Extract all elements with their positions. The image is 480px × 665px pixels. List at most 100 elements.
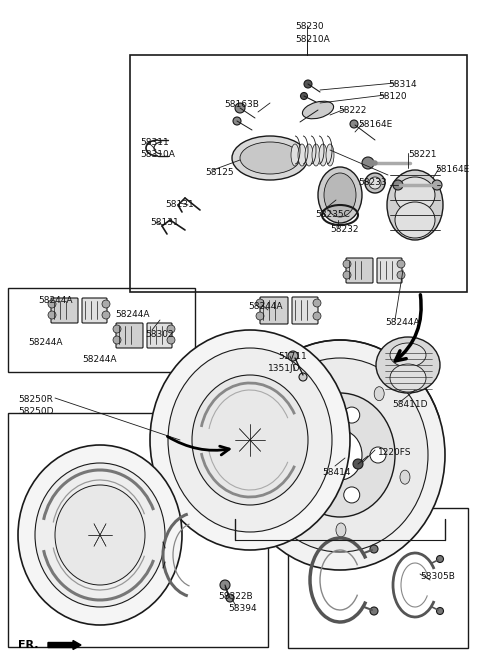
Ellipse shape	[390, 343, 426, 367]
Text: 58233: 58233	[358, 178, 386, 187]
FancyBboxPatch shape	[116, 323, 143, 348]
Text: 58311: 58311	[140, 138, 169, 147]
Ellipse shape	[232, 136, 308, 180]
Circle shape	[48, 300, 56, 308]
FancyBboxPatch shape	[260, 297, 288, 324]
Circle shape	[362, 157, 374, 169]
Text: 58394: 58394	[228, 604, 257, 613]
Circle shape	[353, 459, 363, 469]
Ellipse shape	[252, 358, 428, 552]
Ellipse shape	[285, 393, 395, 517]
Text: 58244A: 58244A	[38, 296, 72, 305]
Ellipse shape	[400, 470, 410, 484]
Text: 58125: 58125	[205, 168, 234, 177]
Text: 51711: 51711	[278, 352, 307, 361]
Circle shape	[167, 325, 175, 333]
Circle shape	[344, 407, 360, 423]
FancyBboxPatch shape	[147, 323, 172, 348]
Ellipse shape	[395, 202, 435, 238]
Ellipse shape	[374, 387, 384, 401]
Circle shape	[226, 594, 234, 602]
Text: 58414: 58414	[322, 468, 350, 477]
Ellipse shape	[376, 337, 440, 393]
Ellipse shape	[240, 142, 300, 174]
Circle shape	[436, 608, 444, 614]
Ellipse shape	[271, 472, 281, 486]
Text: 58310A: 58310A	[140, 150, 175, 159]
Ellipse shape	[291, 144, 299, 166]
Ellipse shape	[305, 144, 313, 166]
Ellipse shape	[395, 177, 435, 213]
Text: 58131: 58131	[165, 200, 194, 209]
Circle shape	[393, 180, 403, 190]
Circle shape	[102, 300, 110, 308]
Text: 58232: 58232	[330, 225, 359, 234]
Ellipse shape	[298, 144, 306, 166]
Circle shape	[299, 373, 307, 381]
Circle shape	[432, 180, 442, 190]
FancyArrow shape	[48, 640, 81, 650]
Circle shape	[301, 422, 317, 438]
Text: 58222: 58222	[338, 106, 366, 115]
Text: 58210A: 58210A	[295, 35, 330, 44]
Text: 1220FS: 1220FS	[378, 448, 411, 457]
Text: 58244A: 58244A	[115, 310, 149, 319]
Circle shape	[369, 177, 381, 189]
Text: 58244A: 58244A	[248, 302, 283, 311]
Text: 58244A: 58244A	[28, 338, 62, 347]
Text: 58164E: 58164E	[435, 165, 469, 174]
Text: 58314: 58314	[388, 80, 417, 89]
Text: 58131: 58131	[150, 218, 179, 227]
Text: 58244A: 58244A	[385, 318, 420, 327]
Ellipse shape	[318, 430, 362, 480]
Text: 58411D: 58411D	[392, 400, 428, 409]
FancyBboxPatch shape	[346, 258, 373, 283]
Text: 1351JD: 1351JD	[268, 364, 300, 373]
Ellipse shape	[35, 463, 165, 607]
Circle shape	[370, 607, 378, 615]
Circle shape	[288, 351, 298, 361]
Bar	[288, 508, 468, 648]
Text: 58163B: 58163B	[224, 100, 259, 109]
Circle shape	[365, 173, 385, 193]
Circle shape	[300, 92, 308, 100]
Ellipse shape	[235, 340, 445, 570]
Circle shape	[235, 103, 245, 113]
Ellipse shape	[318, 167, 362, 223]
Ellipse shape	[387, 170, 443, 240]
Text: 58250R: 58250R	[18, 395, 53, 404]
Circle shape	[113, 336, 121, 344]
Circle shape	[370, 545, 378, 553]
Circle shape	[397, 271, 405, 279]
Ellipse shape	[55, 485, 145, 585]
Circle shape	[167, 336, 175, 344]
Ellipse shape	[168, 348, 332, 532]
Circle shape	[344, 487, 360, 503]
Circle shape	[313, 299, 321, 307]
FancyBboxPatch shape	[292, 297, 318, 324]
Text: 58164E: 58164E	[358, 120, 392, 129]
Text: 58120: 58120	[378, 92, 407, 101]
Ellipse shape	[192, 375, 308, 505]
Text: 58235C: 58235C	[315, 210, 350, 219]
Circle shape	[113, 325, 121, 333]
Ellipse shape	[390, 364, 426, 392]
Text: 58244A: 58244A	[82, 355, 117, 364]
Circle shape	[370, 447, 386, 463]
Text: FR.: FR.	[18, 640, 38, 650]
Ellipse shape	[302, 101, 334, 119]
Text: 58250D: 58250D	[18, 407, 53, 416]
Ellipse shape	[336, 523, 346, 537]
Circle shape	[313, 312, 321, 320]
Text: 58322B: 58322B	[218, 592, 252, 601]
Ellipse shape	[319, 144, 327, 166]
Circle shape	[233, 117, 241, 125]
Circle shape	[343, 271, 351, 279]
Circle shape	[48, 311, 56, 319]
Ellipse shape	[18, 445, 182, 625]
Circle shape	[301, 471, 317, 487]
Circle shape	[102, 311, 110, 319]
Ellipse shape	[294, 388, 304, 402]
FancyBboxPatch shape	[377, 258, 402, 283]
Circle shape	[343, 260, 351, 268]
